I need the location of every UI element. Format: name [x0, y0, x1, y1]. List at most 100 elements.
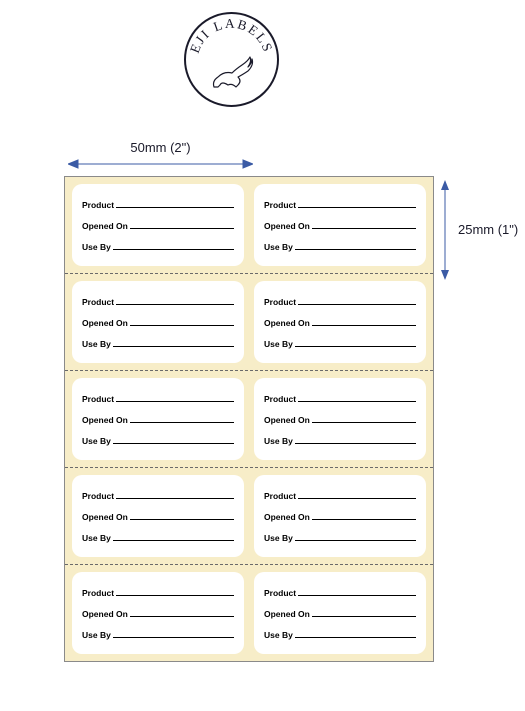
brand-logo: EJI LABELS	[184, 12, 279, 107]
height-arrow-icon	[438, 180, 452, 280]
field-label: Use By	[264, 630, 293, 640]
field-label: Use By	[264, 533, 293, 543]
label-card: Product Opened On Use By	[72, 281, 244, 363]
field-product: Product	[264, 297, 416, 307]
field-underline	[130, 512, 234, 520]
field-product: Product	[264, 200, 416, 210]
field-underline	[298, 491, 416, 499]
field-label: Product	[82, 394, 114, 404]
field-use-by: Use By	[82, 242, 234, 252]
field-use-by: Use By	[264, 242, 416, 252]
field-use-by: Use By	[264, 533, 416, 543]
field-label: Product	[264, 394, 296, 404]
field-label: Use By	[82, 339, 111, 349]
field-use-by: Use By	[82, 533, 234, 543]
label-card: Product Opened On Use By	[254, 572, 426, 654]
field-label: Opened On	[264, 609, 310, 619]
field-opened-on: Opened On	[82, 512, 234, 522]
label-card: Product Opened On Use By	[72, 184, 244, 266]
logo-circle: EJI LABELS	[184, 12, 279, 107]
field-underline	[298, 394, 416, 402]
width-dimension: 50mm (2")	[68, 140, 253, 176]
field-underline	[295, 533, 416, 541]
logo-brand-text: EJI LABELS	[187, 16, 276, 55]
field-underline	[116, 297, 234, 305]
field-underline	[116, 200, 234, 208]
field-product: Product	[264, 491, 416, 501]
field-label: Use By	[82, 242, 111, 252]
field-product: Product	[82, 491, 234, 501]
field-label: Product	[264, 297, 296, 307]
field-underline	[312, 512, 416, 520]
field-opened-on: Opened On	[82, 415, 234, 425]
field-product: Product	[82, 394, 234, 404]
field-label: Use By	[82, 533, 111, 543]
field-underline	[312, 415, 416, 423]
field-label: Product	[82, 588, 114, 598]
field-underline	[295, 630, 416, 638]
field-underline	[130, 318, 234, 326]
field-label: Product	[82, 491, 114, 501]
field-opened-on: Opened On	[82, 318, 234, 328]
field-underline	[298, 297, 416, 305]
label-row: Product Opened On Use By Product Opened …	[65, 468, 433, 565]
label-card: Product Opened On Use By	[254, 475, 426, 557]
height-dimension-label: 25mm (1")	[458, 222, 518, 237]
field-underline	[295, 436, 416, 444]
label-card: Product Opened On Use By	[254, 184, 426, 266]
label-card: Product Opened On Use By	[72, 475, 244, 557]
field-label: Opened On	[82, 415, 128, 425]
field-opened-on: Opened On	[264, 221, 416, 231]
width-dimension-label: 50mm (2")	[68, 140, 253, 155]
label-card: Product Opened On Use By	[254, 378, 426, 460]
field-use-by: Use By	[82, 339, 234, 349]
field-underline	[116, 491, 234, 499]
field-use-by: Use By	[264, 436, 416, 446]
field-label: Product	[264, 588, 296, 598]
field-opened-on: Opened On	[264, 415, 416, 425]
field-product: Product	[264, 588, 416, 598]
field-product: Product	[264, 394, 416, 404]
label-row: Product Opened On Use By Product Opened …	[65, 371, 433, 468]
label-card: Product Opened On Use By	[72, 572, 244, 654]
field-underline	[113, 242, 234, 250]
label-card: Product Opened On Use By	[72, 378, 244, 460]
field-label: Opened On	[264, 415, 310, 425]
field-underline	[113, 533, 234, 541]
field-opened-on: Opened On	[82, 221, 234, 231]
field-underline	[295, 339, 416, 347]
field-label: Use By	[82, 436, 111, 446]
field-label: Opened On	[264, 318, 310, 328]
field-underline	[130, 609, 234, 617]
field-label: Opened On	[82, 221, 128, 231]
field-use-by: Use By	[264, 339, 416, 349]
label-sheet: Product Opened On Use By Product Opened …	[64, 176, 434, 662]
field-label: Opened On	[82, 318, 128, 328]
field-label: Opened On	[264, 512, 310, 522]
field-product: Product	[82, 588, 234, 598]
field-label: Opened On	[82, 512, 128, 522]
field-underline	[312, 609, 416, 617]
field-label: Opened On	[264, 221, 310, 231]
field-use-by: Use By	[82, 630, 234, 640]
label-card: Product Opened On Use By	[254, 281, 426, 363]
field-opened-on: Opened On	[264, 609, 416, 619]
field-opened-on: Opened On	[82, 609, 234, 619]
field-use-by: Use By	[264, 630, 416, 640]
field-underline	[116, 588, 234, 596]
svg-text:EJI LABELS: EJI LABELS	[187, 16, 276, 55]
label-row: Product Opened On Use By Product Opened …	[65, 274, 433, 371]
field-underline	[295, 242, 416, 250]
field-underline	[130, 221, 234, 229]
field-label: Use By	[264, 436, 293, 446]
field-underline	[298, 200, 416, 208]
height-dimension: 25mm (1")	[438, 180, 452, 285]
field-label: Opened On	[82, 609, 128, 619]
field-product: Product	[82, 200, 234, 210]
hare-icon	[208, 51, 256, 91]
field-label: Product	[264, 200, 296, 210]
width-arrow-icon	[68, 157, 253, 171]
field-label: Product	[82, 297, 114, 307]
field-opened-on: Opened On	[264, 512, 416, 522]
field-use-by: Use By	[82, 436, 234, 446]
